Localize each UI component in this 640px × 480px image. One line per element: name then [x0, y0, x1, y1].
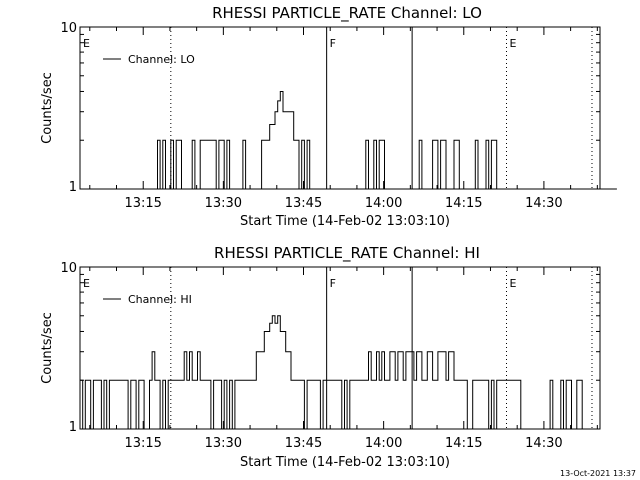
chart-title-lo: RHESSI PARTICLE_RATE Channel: LO	[212, 4, 482, 23]
y-axis-hi: 10 1	[60, 261, 600, 435]
series-line-hi	[80, 315, 600, 430]
x-tick-label-hi: 14:30	[525, 436, 562, 451]
y-axis-lo: 10 1	[60, 21, 600, 195]
event-marker-label-hi: F	[330, 277, 336, 290]
x-tick-label-hi: 14:00	[365, 436, 402, 451]
event-marker-label-lo: F	[330, 37, 336, 50]
legend-label-lo: Channel: LO	[128, 53, 195, 66]
event-marker-label-lo: E	[510, 37, 517, 50]
x-axis-label-hi: Start Time (14-Feb-02 13:03:10)	[240, 455, 450, 470]
x-axis-lo: 13:15 13:30 13:45 14:00 14:15 14:30	[89, 27, 598, 211]
x-tick-label-lo: 13:45	[285, 196, 322, 211]
panel-lo: RHESSI PARTICLE_RATE Channel: LO E F E 13:…	[40, 4, 617, 229]
y-tick-label-top-hi: 10	[60, 261, 77, 276]
series-line-lo	[80, 91, 617, 190]
x-tick-label-lo: 14:15	[445, 196, 482, 211]
generation-timestamp: 13-Oct-2021 13:37	[560, 469, 636, 478]
y-axis-label-hi: Counts/sec	[40, 312, 55, 384]
event-marker-label-lo: E	[83, 37, 90, 50]
x-tick-label-hi: 14:15	[445, 436, 482, 451]
event-marker-label-hi: E	[83, 277, 90, 290]
panel-hi: RHESSI PARTICLE_RATE Channel: HI E F E 13:…	[40, 244, 601, 470]
x-tick-label-lo: 13:30	[205, 196, 242, 211]
event-marker-label-hi: E	[510, 277, 517, 290]
x-axis-label-lo: Start Time (14-Feb-02 13:03:10)	[240, 214, 450, 229]
x-tick-label-hi: 13:15	[124, 436, 161, 451]
x-axis-hi: 13:15 13:30 13:45 14:00 14:15 14:30	[89, 267, 598, 451]
legend-hi: Channel: HI	[103, 293, 192, 306]
legend-label-hi: Channel: HI	[128, 293, 192, 306]
x-tick-label-lo: 14:00	[365, 196, 402, 211]
y-axis-label-lo: Counts/sec	[40, 72, 55, 144]
x-tick-label-hi: 13:45	[285, 436, 322, 451]
y-tick-label-top-lo: 10	[60, 21, 77, 36]
chart-title-hi: RHESSI PARTICLE_RATE Channel: HI	[214, 244, 480, 263]
legend-lo: Channel: LO	[103, 53, 195, 66]
y-tick-label-bottom-lo: 1	[69, 180, 77, 195]
x-tick-label-lo: 14:30	[525, 196, 562, 211]
y-tick-label-bottom-hi: 1	[69, 420, 77, 435]
x-tick-label-hi: 13:30	[205, 436, 242, 451]
x-tick-label-lo: 13:15	[124, 196, 161, 211]
plot-frame-hi	[79, 266, 601, 430]
